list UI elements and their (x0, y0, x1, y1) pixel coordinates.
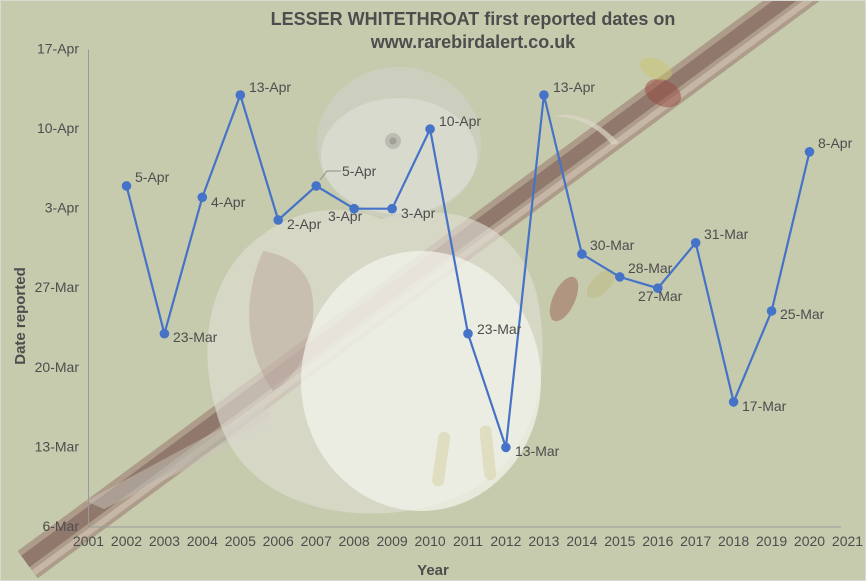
svg-text:28-Mar: 28-Mar (628, 260, 673, 276)
svg-text:3-Apr: 3-Apr (401, 205, 436, 221)
svg-text:3-Apr: 3-Apr (328, 208, 363, 224)
svg-text:6-Mar: 6-Mar (42, 518, 79, 534)
svg-text:2018: 2018 (718, 533, 749, 549)
svg-text:2008: 2008 (339, 533, 370, 549)
svg-text:17-Mar: 17-Mar (742, 398, 787, 414)
svg-text:5-Apr: 5-Apr (342, 163, 377, 179)
svg-text:2011: 2011 (453, 533, 483, 549)
svg-text:13-Mar: 13-Mar (515, 443, 560, 459)
svg-text:13-Mar: 13-Mar (35, 438, 80, 454)
svg-text:2001: 2001 (73, 533, 104, 549)
svg-text:2019: 2019 (756, 533, 787, 549)
svg-text:3-Apr: 3-Apr (45, 200, 80, 216)
svg-text:5-Apr: 5-Apr (135, 169, 170, 185)
svg-text:2-Apr: 2-Apr (287, 216, 322, 232)
svg-text:2017: 2017 (680, 533, 711, 549)
svg-text:27-Mar: 27-Mar (35, 279, 80, 295)
svg-text:31-Mar: 31-Mar (704, 226, 749, 242)
svg-text:2010: 2010 (415, 533, 446, 549)
svg-text:30-Mar: 30-Mar (590, 237, 635, 253)
svg-text:2020: 2020 (794, 533, 825, 549)
svg-text:4-Apr: 4-Apr (211, 194, 246, 210)
svg-text:23-Mar: 23-Mar (173, 329, 218, 345)
svg-text:2021: 2021 (832, 533, 863, 549)
svg-text:8-Apr: 8-Apr (818, 135, 853, 151)
svg-text:2012: 2012 (490, 533, 521, 549)
svg-text:25-Mar: 25-Mar (780, 306, 825, 322)
svg-text:2016: 2016 (642, 533, 673, 549)
svg-text:2009: 2009 (377, 533, 408, 549)
svg-text:10-Apr: 10-Apr (37, 120, 79, 136)
svg-text:2014: 2014 (566, 533, 597, 549)
svg-text:23-Mar: 23-Mar (477, 321, 522, 337)
svg-text:2006: 2006 (263, 533, 294, 549)
svg-text:13-Apr: 13-Apr (249, 79, 291, 95)
svg-text:2015: 2015 (604, 533, 635, 549)
svg-text:2002: 2002 (111, 533, 142, 549)
svg-text:2004: 2004 (187, 533, 218, 549)
svg-text:10-Apr: 10-Apr (439, 113, 481, 129)
svg-text:2005: 2005 (225, 533, 256, 549)
svg-text:2003: 2003 (149, 533, 180, 549)
svg-text:13-Apr: 13-Apr (553, 79, 595, 95)
svg-text:2013: 2013 (528, 533, 559, 549)
svg-text:20-Mar: 20-Mar (35, 359, 80, 375)
svg-text:27-Mar: 27-Mar (638, 288, 683, 304)
svg-text:2007: 2007 (301, 533, 332, 549)
